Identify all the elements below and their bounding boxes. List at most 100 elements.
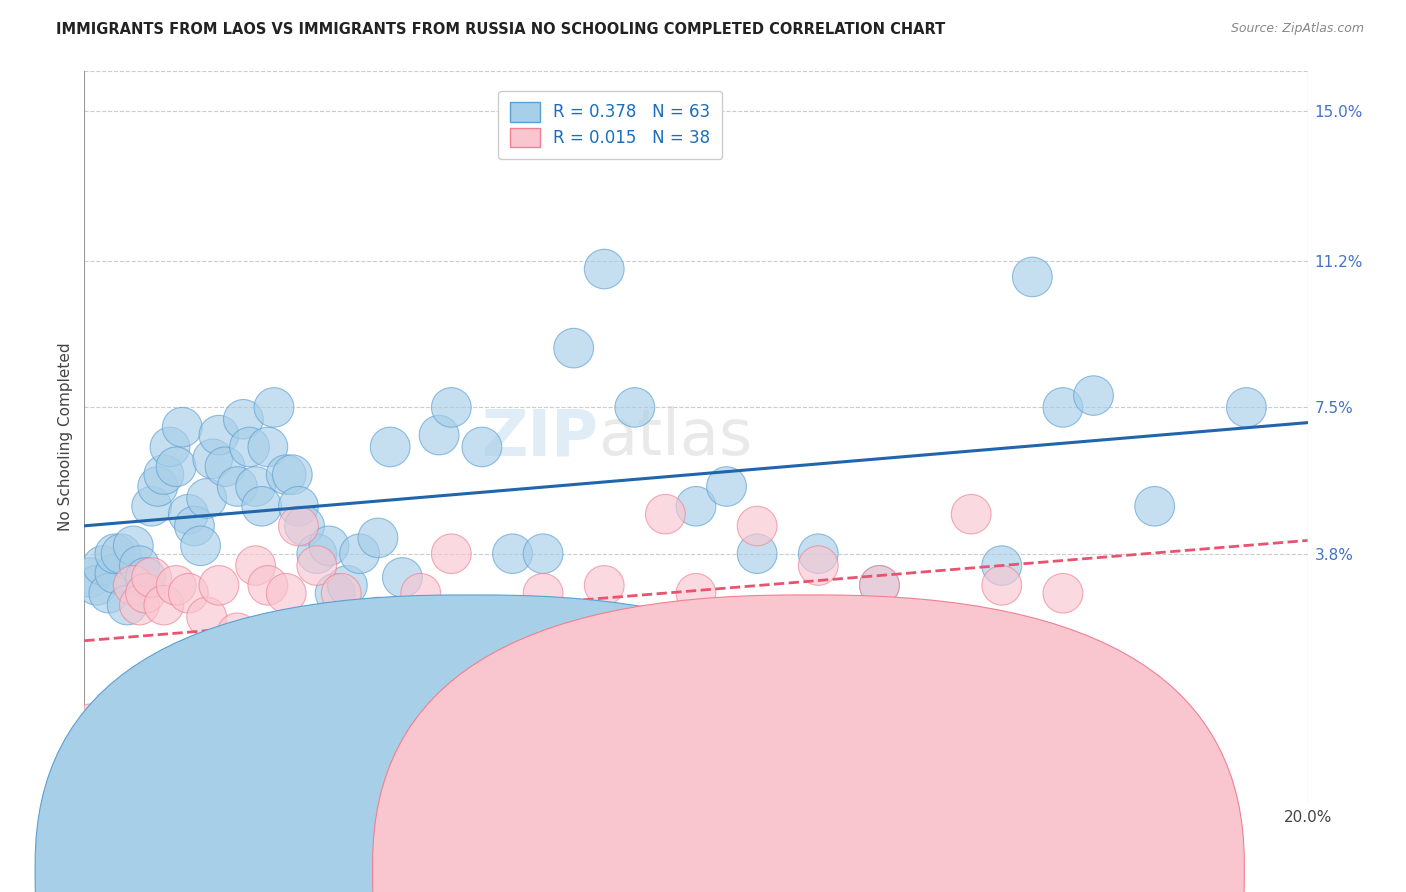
Ellipse shape [585, 249, 624, 289]
Ellipse shape [200, 566, 239, 605]
Ellipse shape [952, 494, 991, 534]
Ellipse shape [1043, 574, 1083, 613]
Ellipse shape [187, 598, 226, 637]
Ellipse shape [340, 534, 380, 574]
Ellipse shape [1135, 715, 1174, 756]
Ellipse shape [370, 427, 411, 467]
Ellipse shape [359, 518, 398, 558]
Ellipse shape [981, 546, 1022, 585]
Ellipse shape [138, 467, 177, 507]
Text: ZIP: ZIP [481, 406, 598, 468]
Ellipse shape [132, 486, 172, 526]
Ellipse shape [859, 566, 900, 605]
Ellipse shape [463, 427, 502, 467]
Ellipse shape [107, 585, 148, 625]
Ellipse shape [328, 566, 367, 605]
Text: Source: ZipAtlas.com: Source: ZipAtlas.com [1230, 22, 1364, 36]
Ellipse shape [737, 534, 778, 574]
Ellipse shape [114, 566, 153, 605]
Ellipse shape [309, 526, 349, 566]
Ellipse shape [114, 526, 153, 566]
Ellipse shape [247, 427, 288, 467]
Ellipse shape [156, 566, 195, 605]
Legend: R = 0.378   N = 63, R = 0.015   N = 38: R = 0.378 N = 63, R = 0.015 N = 38 [499, 91, 723, 159]
Ellipse shape [101, 704, 141, 744]
Ellipse shape [169, 494, 208, 534]
Ellipse shape [799, 546, 838, 585]
Ellipse shape [143, 455, 184, 494]
Ellipse shape [981, 566, 1022, 605]
Ellipse shape [676, 486, 716, 526]
Ellipse shape [523, 574, 562, 613]
Ellipse shape [554, 328, 593, 368]
Ellipse shape [242, 486, 281, 526]
Ellipse shape [96, 534, 135, 574]
Ellipse shape [382, 558, 422, 598]
Ellipse shape [70, 558, 110, 598]
Ellipse shape [169, 574, 208, 613]
Ellipse shape [229, 427, 270, 467]
Ellipse shape [181, 526, 221, 566]
Ellipse shape [156, 447, 195, 486]
Ellipse shape [523, 534, 562, 574]
Ellipse shape [125, 574, 166, 613]
Ellipse shape [1012, 257, 1052, 297]
Ellipse shape [859, 566, 900, 605]
Ellipse shape [737, 507, 778, 546]
Ellipse shape [585, 566, 624, 605]
Ellipse shape [218, 467, 257, 507]
Ellipse shape [284, 507, 325, 546]
Text: IMMIGRANTS FROM LAOS VS IMMIGRANTS FROM RUSSIA NO SCHOOLING COMPLETED CORRELATIO: IMMIGRANTS FROM LAOS VS IMMIGRANTS FROM … [56, 22, 945, 37]
Ellipse shape [101, 534, 141, 574]
Ellipse shape [162, 408, 202, 447]
Ellipse shape [200, 416, 239, 455]
Ellipse shape [236, 467, 276, 507]
Text: atlas: atlas [598, 406, 752, 468]
Ellipse shape [614, 388, 655, 427]
Ellipse shape [107, 723, 148, 764]
Ellipse shape [297, 546, 336, 585]
Ellipse shape [359, 598, 398, 637]
Ellipse shape [645, 494, 685, 534]
Ellipse shape [492, 534, 533, 574]
Ellipse shape [150, 427, 190, 467]
Ellipse shape [278, 486, 318, 526]
Ellipse shape [676, 574, 716, 613]
Ellipse shape [143, 585, 184, 625]
Ellipse shape [125, 558, 166, 598]
Ellipse shape [1226, 388, 1267, 427]
Ellipse shape [205, 447, 245, 486]
Ellipse shape [77, 715, 117, 756]
Ellipse shape [322, 574, 361, 613]
Ellipse shape [89, 574, 129, 613]
Ellipse shape [707, 467, 747, 507]
Ellipse shape [193, 439, 232, 479]
Ellipse shape [401, 574, 440, 613]
Ellipse shape [273, 455, 312, 494]
Ellipse shape [463, 598, 502, 637]
Y-axis label: No Schooling Completed: No Schooling Completed [58, 343, 73, 532]
Ellipse shape [247, 566, 288, 605]
Ellipse shape [120, 546, 159, 585]
Ellipse shape [401, 681, 440, 720]
Ellipse shape [315, 574, 354, 613]
Ellipse shape [266, 574, 307, 613]
Ellipse shape [266, 455, 307, 494]
Ellipse shape [254, 388, 294, 427]
Ellipse shape [432, 534, 471, 574]
Ellipse shape [432, 388, 471, 427]
Ellipse shape [132, 558, 172, 598]
Ellipse shape [83, 731, 122, 772]
Ellipse shape [1135, 486, 1174, 526]
Ellipse shape [218, 613, 257, 653]
Ellipse shape [278, 507, 318, 546]
Ellipse shape [96, 554, 135, 593]
Ellipse shape [224, 400, 263, 439]
Text: Immigrants from Laos                    Immigrants from Russia: Immigrants from Laos Immigrants from Rus… [457, 855, 949, 870]
Ellipse shape [83, 546, 122, 585]
Ellipse shape [1043, 388, 1083, 427]
Ellipse shape [1074, 376, 1114, 416]
Ellipse shape [96, 723, 135, 764]
Ellipse shape [297, 534, 336, 574]
Ellipse shape [187, 479, 226, 518]
